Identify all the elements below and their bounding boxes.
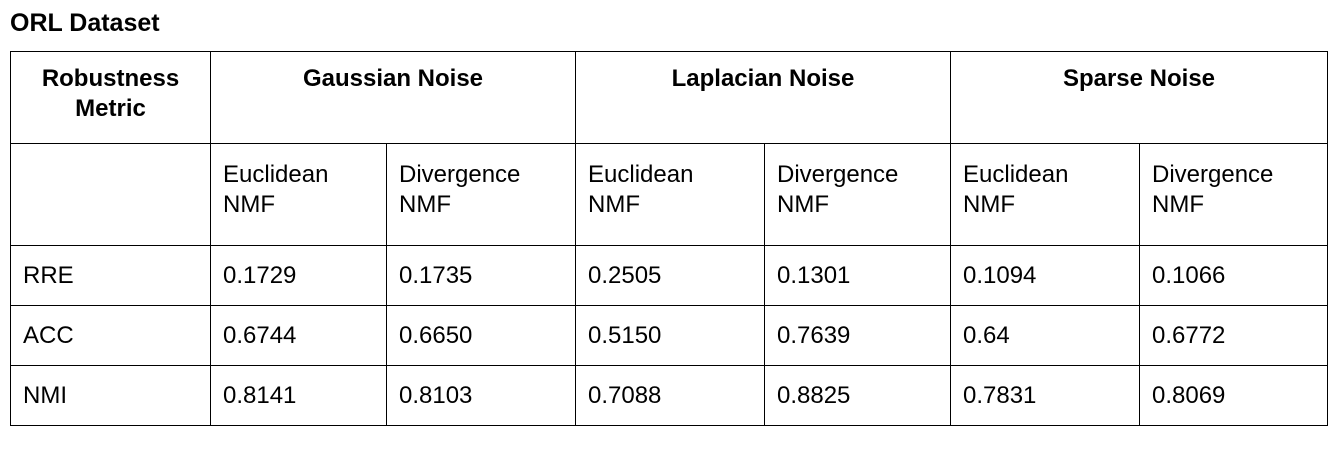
subheader-row: Euclidean NMF Divergence NMF Euclidean N…: [10, 143, 1328, 246]
value-cell: 0.1094: [950, 245, 1140, 306]
value-cell: 0.6744: [210, 305, 387, 366]
subheader-cell: Divergence NMF: [1139, 143, 1328, 246]
value-cell: 0.1729: [210, 245, 387, 306]
metric-header-line2: Metric: [75, 95, 146, 122]
value-cell: 0.8141: [210, 365, 387, 426]
metric-cell: ACC: [10, 305, 211, 366]
value-cell: 0.7639: [764, 305, 951, 366]
header-row: Robustness Metric Gaussian Noise Laplaci…: [10, 51, 1328, 144]
subheader-cell: Divergence NMF: [764, 143, 951, 246]
value-cell: 0.8103: [386, 365, 576, 426]
group-header-gaussian: Gaussian Noise: [210, 51, 576, 144]
value-cell: 0.5150: [575, 305, 765, 366]
value-cell: 0.7088: [575, 365, 765, 426]
value-cell: 0.6650: [386, 305, 576, 366]
value-cell: 0.7831: [950, 365, 1140, 426]
value-cell: 0.1301: [764, 245, 951, 306]
group-header-sparse: Sparse Noise: [950, 51, 1328, 144]
subheader-cell: Divergence NMF: [386, 143, 576, 246]
subheader-cell: Euclidean NMF: [210, 143, 387, 246]
value-cell: 0.8825: [764, 365, 951, 426]
subheader-cell: Euclidean NMF: [950, 143, 1140, 246]
value-cell: 0.2505: [575, 245, 765, 306]
metric-cell: RRE: [10, 245, 211, 306]
table-row-rre: RRE 0.1729 0.1735 0.2505 0.1301 0.1094 0…: [10, 245, 1328, 306]
metric-header: Robustness Metric: [10, 51, 211, 144]
value-cell: 0.1066: [1139, 245, 1328, 306]
group-header-laplacian: Laplacian Noise: [575, 51, 951, 144]
value-cell: 0.64: [950, 305, 1140, 366]
metric-cell: NMI: [10, 365, 211, 426]
value-cell: 0.1735: [386, 245, 576, 306]
subheader-cell: Euclidean NMF: [575, 143, 765, 246]
metric-header-line1: Robustness: [41, 65, 180, 92]
page-title: ORL Dataset: [10, 9, 160, 37]
value-cell: 0.8069: [1139, 365, 1328, 426]
empty-cell: [10, 143, 211, 246]
table-row-nmi: NMI 0.8141 0.8103 0.7088 0.8825 0.7831 0…: [10, 365, 1328, 426]
results-table: Robustness Metric Gaussian Noise Laplaci…: [10, 51, 1328, 426]
table-row-acc: ACC 0.6744 0.6650 0.5150 0.7639 0.64 0.6…: [10, 305, 1328, 366]
value-cell: 0.6772: [1139, 305, 1328, 366]
